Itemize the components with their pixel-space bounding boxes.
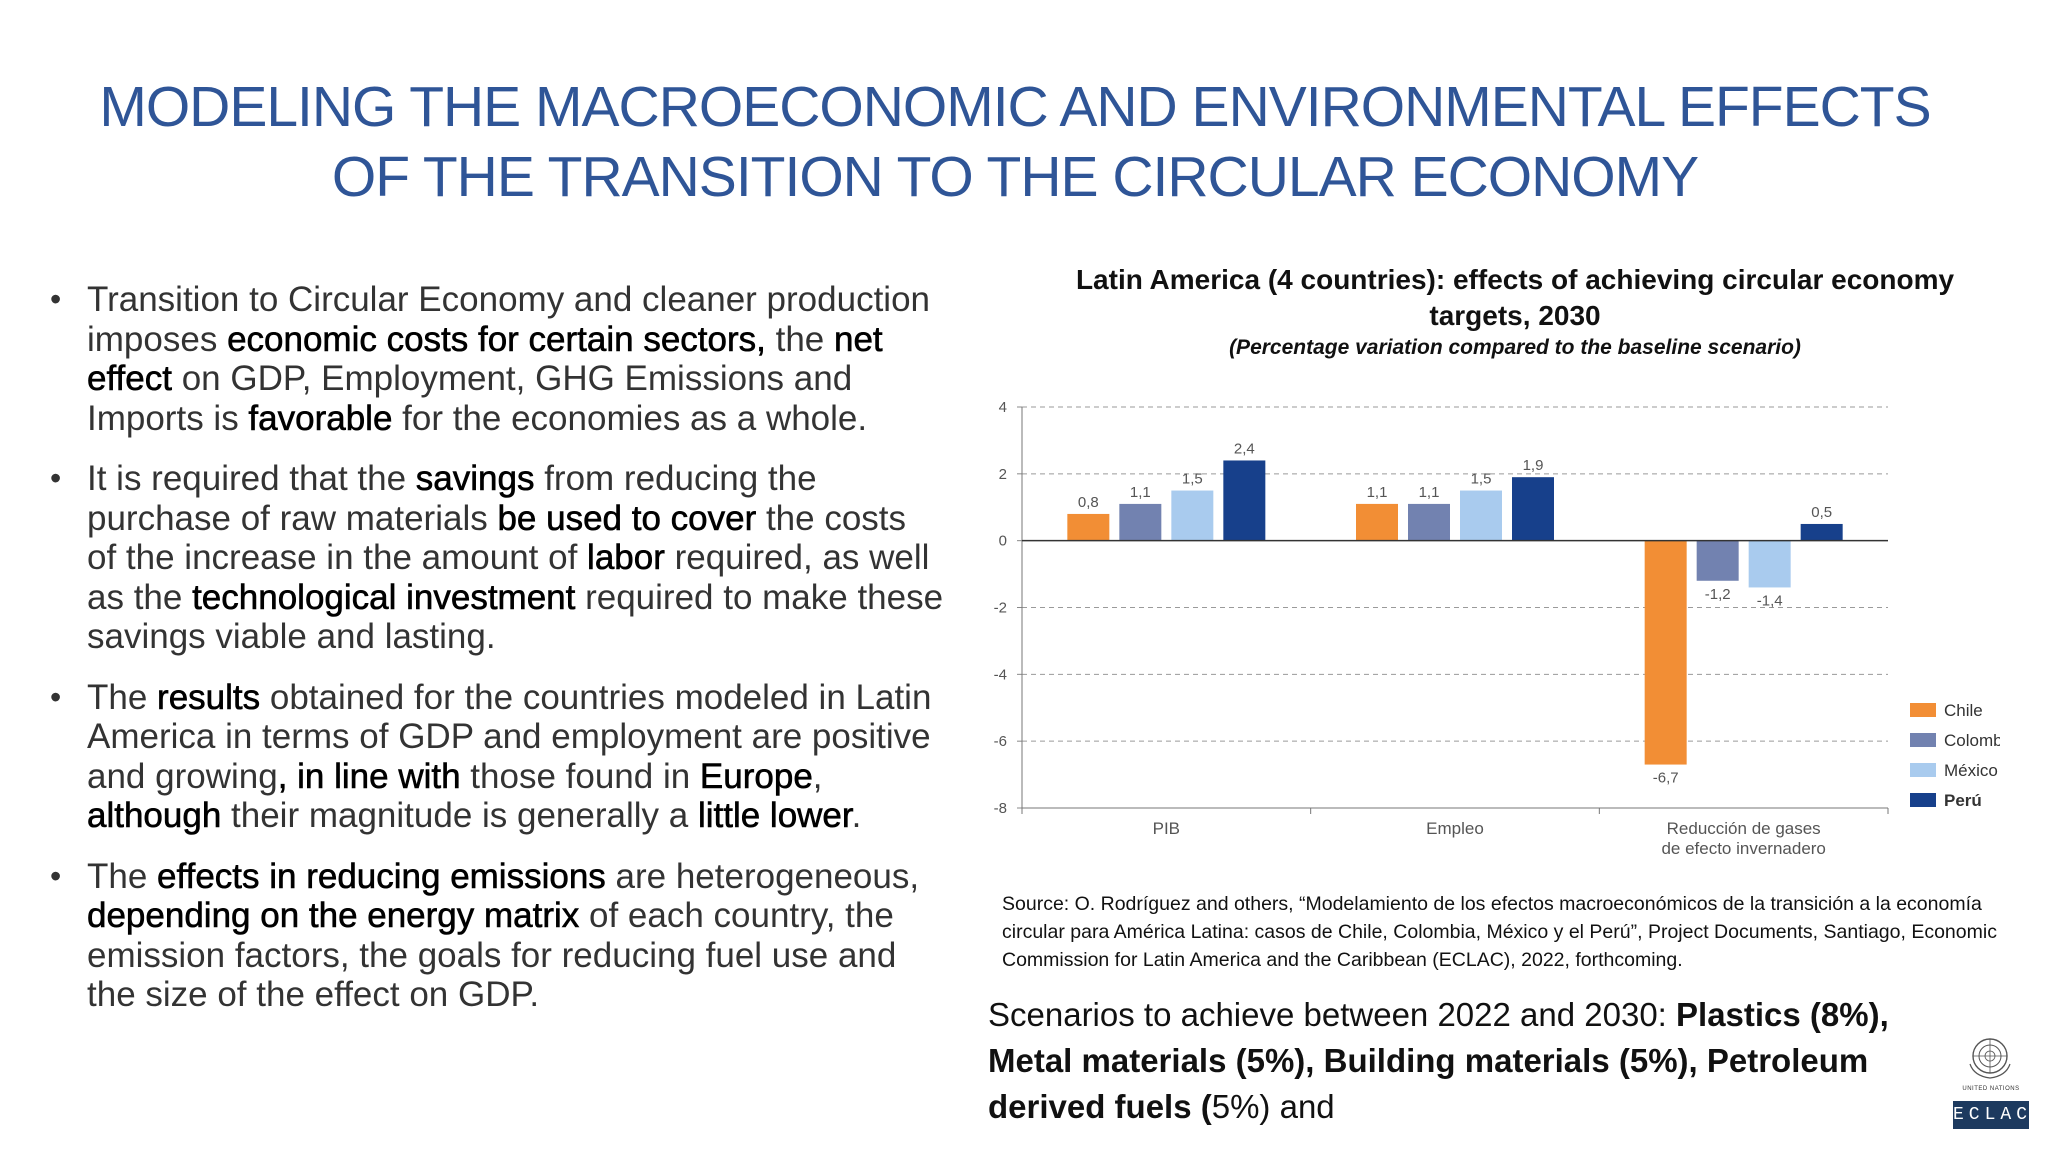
bullet-dot-icon: • — [50, 460, 62, 496]
legend-swatch-méxico — [1910, 763, 1936, 777]
bullet-dot-icon: • — [50, 281, 62, 317]
chart-source: Source: O. Rodríguez and others, “Modela… — [1002, 893, 1997, 971]
legend-swatch-colombia — [1910, 733, 1936, 747]
eclac-logo: ECLAC — [1953, 1101, 2029, 1129]
bar-colombia — [1119, 503, 1162, 541]
data-label: 1,1 — [1367, 484, 1388, 501]
bullet-text: on GDP, Employment, GHG Emissions and Im… — [87, 359, 853, 438]
x-category-label: de efecto invernadero — [1661, 839, 1825, 858]
bullet-text: It is required that the — [87, 459, 416, 498]
bullet-dot-icon: • — [50, 678, 62, 715]
bullet-emphasis: , in line with — [277, 756, 461, 796]
bar-méxico — [1171, 490, 1214, 541]
bullet-text: required to make these savings viable an… — [87, 577, 944, 657]
bullet-emphasis: effects in reducing emissions — [157, 856, 606, 896]
y-tick-label: -8 — [994, 800, 1007, 817]
bar-colombia — [1696, 540, 1739, 581]
slide-title-line-2: OF THE TRANSITION TO THE CIRCULAR ECONOM… — [331, 145, 1699, 209]
bullet-emphasis: be used to cover — [497, 498, 757, 538]
un-logo-text: UNITED NATIONS — [1962, 1086, 2020, 1092]
bullet-emphasis: labor — [587, 538, 665, 578]
bullet-item: • It is required that the savings from re… — [44, 459, 944, 657]
data-label: 1,9 — [1523, 457, 1544, 474]
legend-label: México — [1944, 761, 1998, 780]
bullet-emphasis: technological investment — [192, 577, 576, 617]
data-label: 1,1 — [1419, 484, 1440, 501]
y-tick-label: 2 — [999, 466, 1007, 483]
bullet-emphasis: results — [157, 677, 261, 717]
bar-perú — [1512, 477, 1554, 541]
bar-chile — [1644, 540, 1687, 765]
data-label: 1,1 — [1130, 484, 1151, 501]
y-tick-label: -4 — [994, 666, 1007, 683]
bullet-text: are heterogeneous, — [605, 856, 920, 896]
slide-title-line-1: MODELING THE MACROECONOMIC AND ENVIRONME… — [99, 75, 1931, 139]
bar-méxico — [1748, 540, 1791, 588]
x-category-label: PIB — [1153, 819, 1180, 838]
bullet-emphasis: little lower — [697, 796, 852, 836]
bullet-text: those found in — [460, 756, 700, 796]
bullet-text: The — [87, 856, 158, 896]
bar-perú — [1800, 523, 1843, 541]
bullet-text: the — [765, 319, 834, 359]
y-tick-label: -2 — [994, 600, 1007, 617]
y-tick-label: -6 — [994, 733, 1007, 750]
legend-label: Chile — [1944, 701, 1983, 720]
legend-label: Colombia — [1944, 731, 2000, 750]
bullet-text: of each country, the emission factors, t… — [87, 896, 897, 1014]
slide-title: MODELING THE MACROECONOMIC AND ENVIRONME… — [0, 72, 2030, 212]
legend-swatch-perú — [1910, 793, 1936, 807]
data-label: 0,5 — [1811, 504, 1832, 521]
legend-label: Perú — [1944, 791, 1982, 810]
y-tick-label: 0 — [999, 533, 1007, 550]
bullet-emphasis: although — [87, 796, 222, 836]
bullet-text: for the economies as a whole. — [392, 398, 868, 438]
bar-chile — [1067, 513, 1110, 541]
bar-chile — [1356, 503, 1398, 541]
bar-chart: 4 2 0 -2 -4 -6 -8 PIB Empleo Reducción de gasesde… — [994, 399, 2000, 858]
bullet-text: from reducing the purchase of raw materi… — [87, 459, 817, 538]
bullet-emphasis: favorable — [248, 398, 393, 438]
bar-méxico — [1460, 490, 1502, 541]
data-label: 0,8 — [1078, 494, 1099, 511]
scenario-text: 5%) and — [1211, 1088, 1335, 1125]
bullet-text: required, as well as the — [87, 538, 930, 617]
bullet-list: • Transition to Circular Economy and clea… — [44, 280, 944, 1036]
data-label: -1,4 — [1757, 592, 1783, 609]
data-label: 2,4 — [1234, 440, 1255, 457]
y-tick-label: 4 — [999, 399, 1007, 416]
bullet-text: . — [851, 796, 862, 835]
scenario-text: Scenarios to achieve between 2022 and 20… — [988, 996, 1677, 1033]
legend-swatch-chile — [1910, 703, 1936, 717]
bullet-emphasis: net effect — [87, 319, 883, 398]
x-category-label: Empleo — [1426, 819, 1484, 838]
x-category-label: Reducción de gases — [1667, 819, 1821, 838]
bullet-text: Transition to Circular Economy and clean… — [87, 280, 931, 359]
scenario-emphasis: Plastics (8%), Metal materials (5%), Bui… — [988, 996, 1889, 1125]
bullet-text: their magnitude is generally a — [221, 796, 698, 835]
data-label: 1,5 — [1471, 471, 1492, 488]
bullet-text: obtained for the countries modeled in La… — [87, 677, 932, 796]
chart-title: Latin America (4 countries): effects of … — [1075, 264, 1955, 331]
bullet-emphasis: Europe — [699, 756, 813, 796]
bullet-item: • The results obtained for the countries … — [44, 677, 944, 836]
data-label: -6,7 — [1653, 770, 1679, 787]
bullet-item: • The effects in reducing emissions are h… — [44, 856, 944, 1015]
data-label: -1,2 — [1705, 586, 1731, 603]
bullet-text: , — [812, 756, 823, 796]
bar-colombia — [1408, 503, 1450, 541]
bullet-emphasis: savings — [415, 459, 535, 499]
un-emblem-icon — [1969, 1038, 2011, 1079]
bar-perú — [1223, 460, 1266, 541]
bullet-dot-icon: • — [50, 857, 62, 894]
bullet-item: • Transition to Circular Economy and clea… — [44, 280, 944, 438]
bullet-text: The — [87, 677, 158, 717]
bullet-emphasis: economic costs for certain sectors, — [227, 319, 766, 359]
data-label: 1,5 — [1182, 471, 1203, 488]
scenarios-text: Scenarios to achieve between 2022 and 20… — [988, 992, 1938, 1130]
chart-subtitle: (Percentage variation compared to the ba… — [1229, 336, 1801, 359]
bullet-emphasis: depending on the energy matrix — [87, 896, 580, 936]
bullet-text: the costs of the increase in the amount … — [87, 498, 907, 578]
